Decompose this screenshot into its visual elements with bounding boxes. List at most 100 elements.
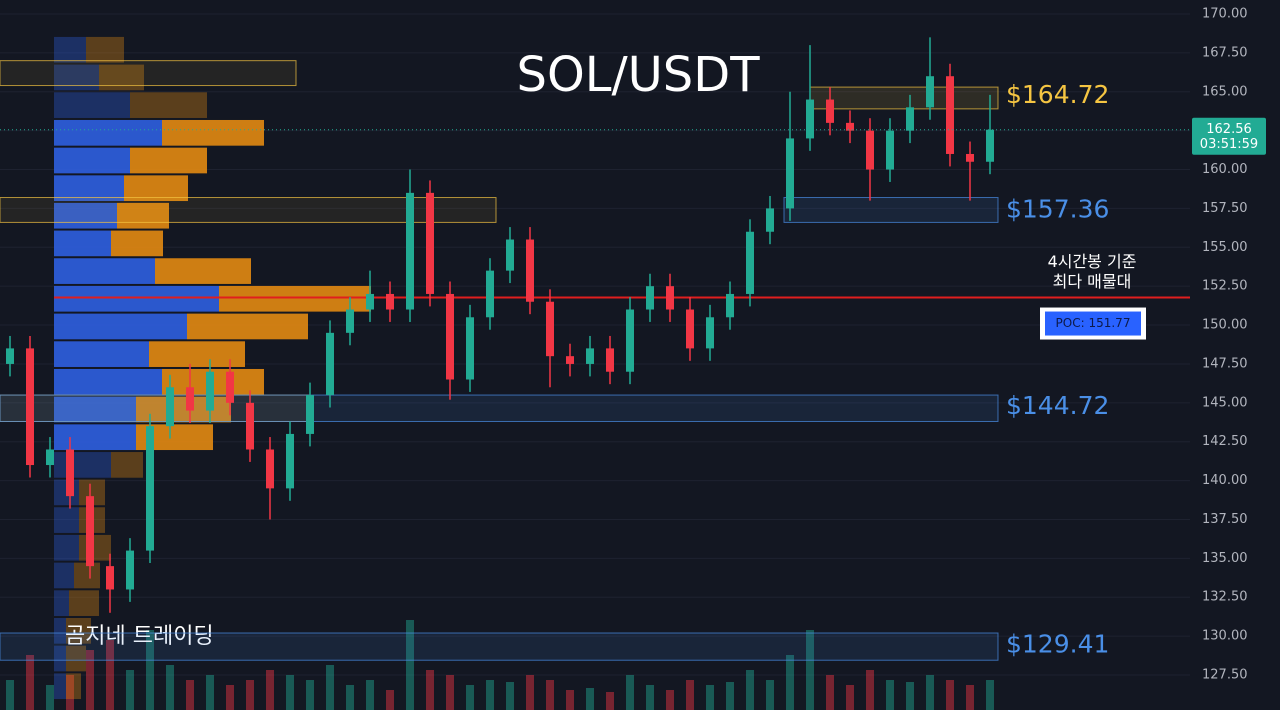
- volume-bar: [106, 640, 114, 710]
- profile-buy: [54, 36, 86, 63]
- profile-buy: [54, 230, 111, 257]
- volume-bar: [486, 680, 494, 710]
- volume-bar: [366, 680, 374, 710]
- last-price-box: [1192, 117, 1266, 155]
- candle-body: [766, 208, 774, 232]
- candle-body: [466, 317, 474, 380]
- volume-bar: [786, 655, 794, 710]
- y-tick-label: 152.50: [1202, 279, 1248, 294]
- y-tick-label: 137.50: [1202, 512, 1248, 527]
- volume-bar: [866, 670, 874, 710]
- candle-body: [186, 387, 194, 411]
- profile-sell: [79, 534, 111, 561]
- countdown: 03:51:59: [1200, 137, 1258, 152]
- candle-body: [866, 130, 874, 170]
- volume-bar: [906, 682, 914, 710]
- volume-bar: [26, 655, 34, 710]
- candle-body: [446, 293, 454, 380]
- candle-body: [246, 402, 254, 450]
- y-tick-label: 145.00: [1202, 395, 1248, 410]
- candle-body: [106, 566, 114, 590]
- candle-body: [266, 449, 274, 489]
- candle-body: [406, 192, 414, 310]
- volume-bar: [326, 665, 334, 710]
- y-tick-label: 130.00: [1202, 629, 1248, 644]
- y-tick-label: 160.00: [1202, 162, 1248, 177]
- profile-buy: [54, 590, 69, 616]
- candle-body: [386, 293, 394, 310]
- y-tick-label: 142.50: [1202, 434, 1248, 449]
- profile-sell: [155, 258, 251, 284]
- y-tick-label: 147.50: [1202, 356, 1248, 371]
- candle-body: [806, 99, 814, 139]
- profile-sell: [86, 36, 124, 63]
- volume-bar: [706, 685, 714, 710]
- volume-bar: [66, 675, 74, 710]
- poc-box: [1045, 311, 1141, 336]
- zone-box: [0, 632, 999, 661]
- profile-buy: [54, 119, 162, 146]
- candle-body: [366, 293, 374, 310]
- volume-bar: [966, 685, 974, 710]
- profile-buy: [54, 396, 136, 423]
- zone-label: $129.41: [1006, 629, 1109, 658]
- volume-bar: [766, 680, 774, 710]
- candle-body: [566, 356, 574, 364]
- volume-bar: [506, 682, 514, 710]
- profile-sell: [111, 452, 143, 478]
- volume-bar: [226, 685, 234, 710]
- volume-bar: [666, 690, 674, 710]
- profile-buy: [54, 617, 66, 644]
- volume-bar: [746, 670, 754, 710]
- candle-body: [966, 153, 974, 162]
- candle-body: [626, 309, 634, 372]
- candle-body: [646, 286, 654, 310]
- volume-bar: [206, 675, 214, 710]
- volume-bar: [126, 670, 134, 710]
- profile-sell: [187, 313, 308, 340]
- profile-sell: [117, 202, 169, 229]
- profile-sell: [130, 147, 207, 174]
- profile-sell: [136, 396, 231, 423]
- zone-label: $164.72: [1006, 80, 1109, 109]
- profile-sell: [162, 119, 264, 146]
- volume-bar: [726, 682, 734, 710]
- candle-body: [226, 371, 234, 403]
- volume-bar: [686, 680, 694, 710]
- zone-box: [809, 86, 999, 110]
- last-price-label: 162.56: [1206, 122, 1252, 137]
- volume-bar: [946, 680, 954, 710]
- profile-sell: [111, 230, 163, 257]
- candle-body: [426, 192, 434, 294]
- volume-bar: [46, 685, 54, 710]
- candle-body: [826, 99, 834, 123]
- y-tick-label: 157.50: [1202, 201, 1248, 216]
- candle-body: [486, 270, 494, 318]
- candle-body: [66, 449, 74, 497]
- candle-body: [686, 309, 694, 349]
- profile-buy: [54, 285, 219, 312]
- candle-body: [886, 130, 894, 170]
- profile-buy: [54, 175, 124, 202]
- candle-body: [146, 426, 154, 551]
- candle-body: [986, 129, 994, 162]
- zone-label: $144.72: [1006, 391, 1109, 420]
- volume-bar: [626, 675, 634, 710]
- profile-buy: [54, 147, 130, 174]
- volume-bar: [406, 620, 414, 710]
- y-tick-label: 132.50: [1202, 590, 1248, 605]
- y-tick-label: 140.00: [1202, 473, 1248, 488]
- volume-bar: [806, 630, 814, 710]
- candle-body: [846, 122, 854, 131]
- candle-body: [586, 348, 594, 364]
- volume-bar: [246, 680, 254, 710]
- candle-body: [606, 348, 614, 372]
- candle-body: [506, 239, 514, 271]
- volume-bar: [426, 670, 434, 710]
- candle-body: [906, 107, 914, 131]
- profile-buy: [54, 424, 136, 451]
- profile-buy: [54, 202, 117, 229]
- candle-body: [946, 76, 954, 154]
- profile-buy: [54, 341, 149, 367]
- profile-sell: [149, 341, 245, 367]
